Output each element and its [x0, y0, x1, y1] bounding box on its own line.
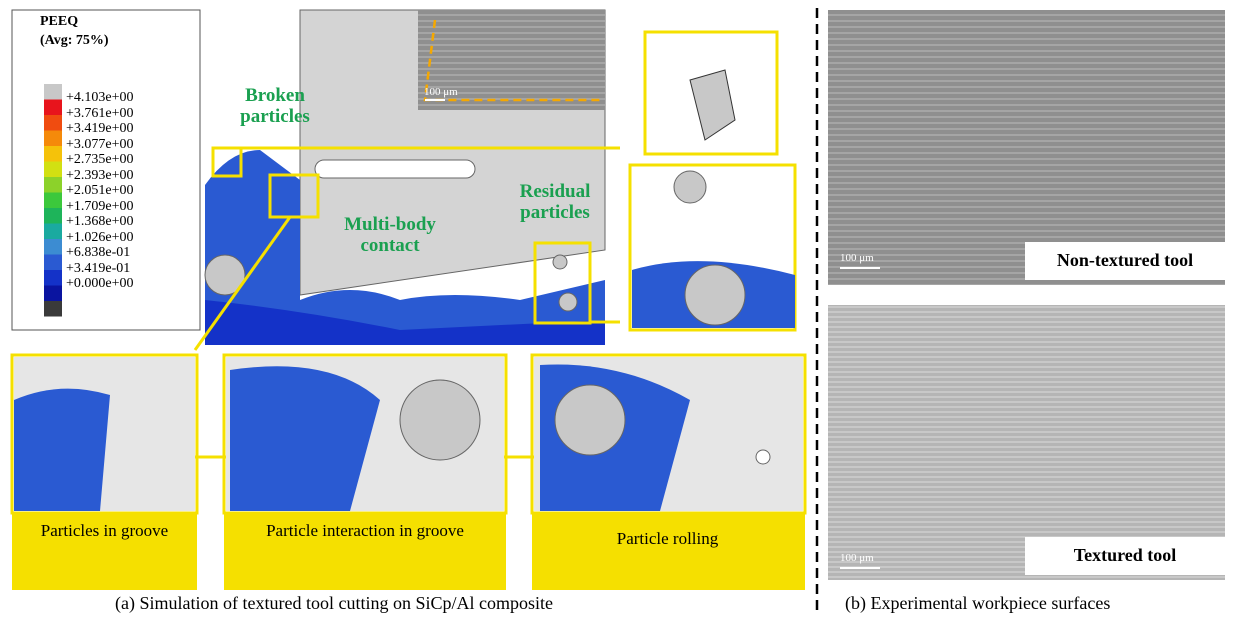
legend-label: +4.103e+00	[66, 90, 134, 105]
legend-swatch	[44, 131, 62, 147]
legend-label: +3.419e+00	[66, 121, 134, 136]
legend-label: +1.026e+00	[66, 230, 134, 245]
particle	[674, 171, 706, 203]
particle	[685, 265, 745, 325]
particle	[756, 450, 770, 464]
particle	[555, 385, 625, 455]
legend-swatch	[44, 146, 62, 162]
legend-label: +1.709e+00	[66, 199, 134, 214]
legend-swatch	[44, 286, 62, 302]
legend-swatch	[44, 270, 62, 286]
particle	[690, 70, 735, 140]
legend-title: PEEQ	[40, 14, 78, 29]
label-box	[532, 513, 805, 590]
legend-swatch	[44, 224, 62, 240]
legend-swatch	[44, 162, 62, 178]
chip	[14, 389, 110, 511]
sem-label: Non-textured tool	[1025, 242, 1225, 280]
legend-label: +2.735e+00	[66, 152, 134, 167]
legend-subtitle: (Avg: 75%)	[40, 33, 109, 48]
legend-swatch	[44, 100, 62, 116]
particle	[553, 255, 567, 269]
caption: (a) Simulation of textured tool cutting …	[115, 594, 553, 614]
legend-swatch	[44, 84, 62, 100]
legend-label: +6.838e-01	[66, 245, 130, 260]
legend-label: +3.077e+00	[66, 137, 134, 152]
annotation: Residual particles	[505, 182, 605, 224]
groove	[315, 160, 475, 178]
scale-label: 100 μm	[840, 252, 874, 264]
legend-label: +2.051e+00	[66, 183, 134, 198]
legend-swatch	[44, 208, 62, 224]
particle	[400, 380, 480, 460]
legend-label: +0.000e+00	[66, 276, 134, 291]
particle	[559, 293, 577, 311]
annotation: Broken particles	[240, 86, 310, 128]
legend-swatch	[44, 177, 62, 193]
legend-swatch	[44, 193, 62, 209]
sem-label: Textured tool	[1025, 537, 1225, 575]
legend-swatches	[44, 84, 62, 317]
caption: (b) Experimental workpiece surfaces	[845, 594, 1110, 614]
panel-label: Particle rolling	[545, 530, 790, 549]
legend-swatch	[44, 301, 62, 317]
scale-label: 100 μm	[424, 86, 458, 98]
legend-swatch	[44, 255, 62, 271]
panel-label: Particles in groove	[22, 522, 187, 541]
panel-label: Particle interaction in groove	[240, 522, 490, 541]
legend-swatch	[44, 239, 62, 255]
legend-swatch	[44, 115, 62, 131]
legend-label: +3.419e-01	[66, 261, 130, 276]
annotation: Multi-body contact	[325, 215, 455, 257]
legend-label: +2.393e+00	[66, 168, 134, 183]
legend-label: +1.368e+00	[66, 214, 134, 229]
figure: PEEQ (Avg: 75%) +4.103e+00+3.761e+00+3.4…	[0, 0, 1240, 620]
legend-label: +3.761e+00	[66, 106, 134, 121]
scale-label: 100 μm	[840, 552, 874, 564]
